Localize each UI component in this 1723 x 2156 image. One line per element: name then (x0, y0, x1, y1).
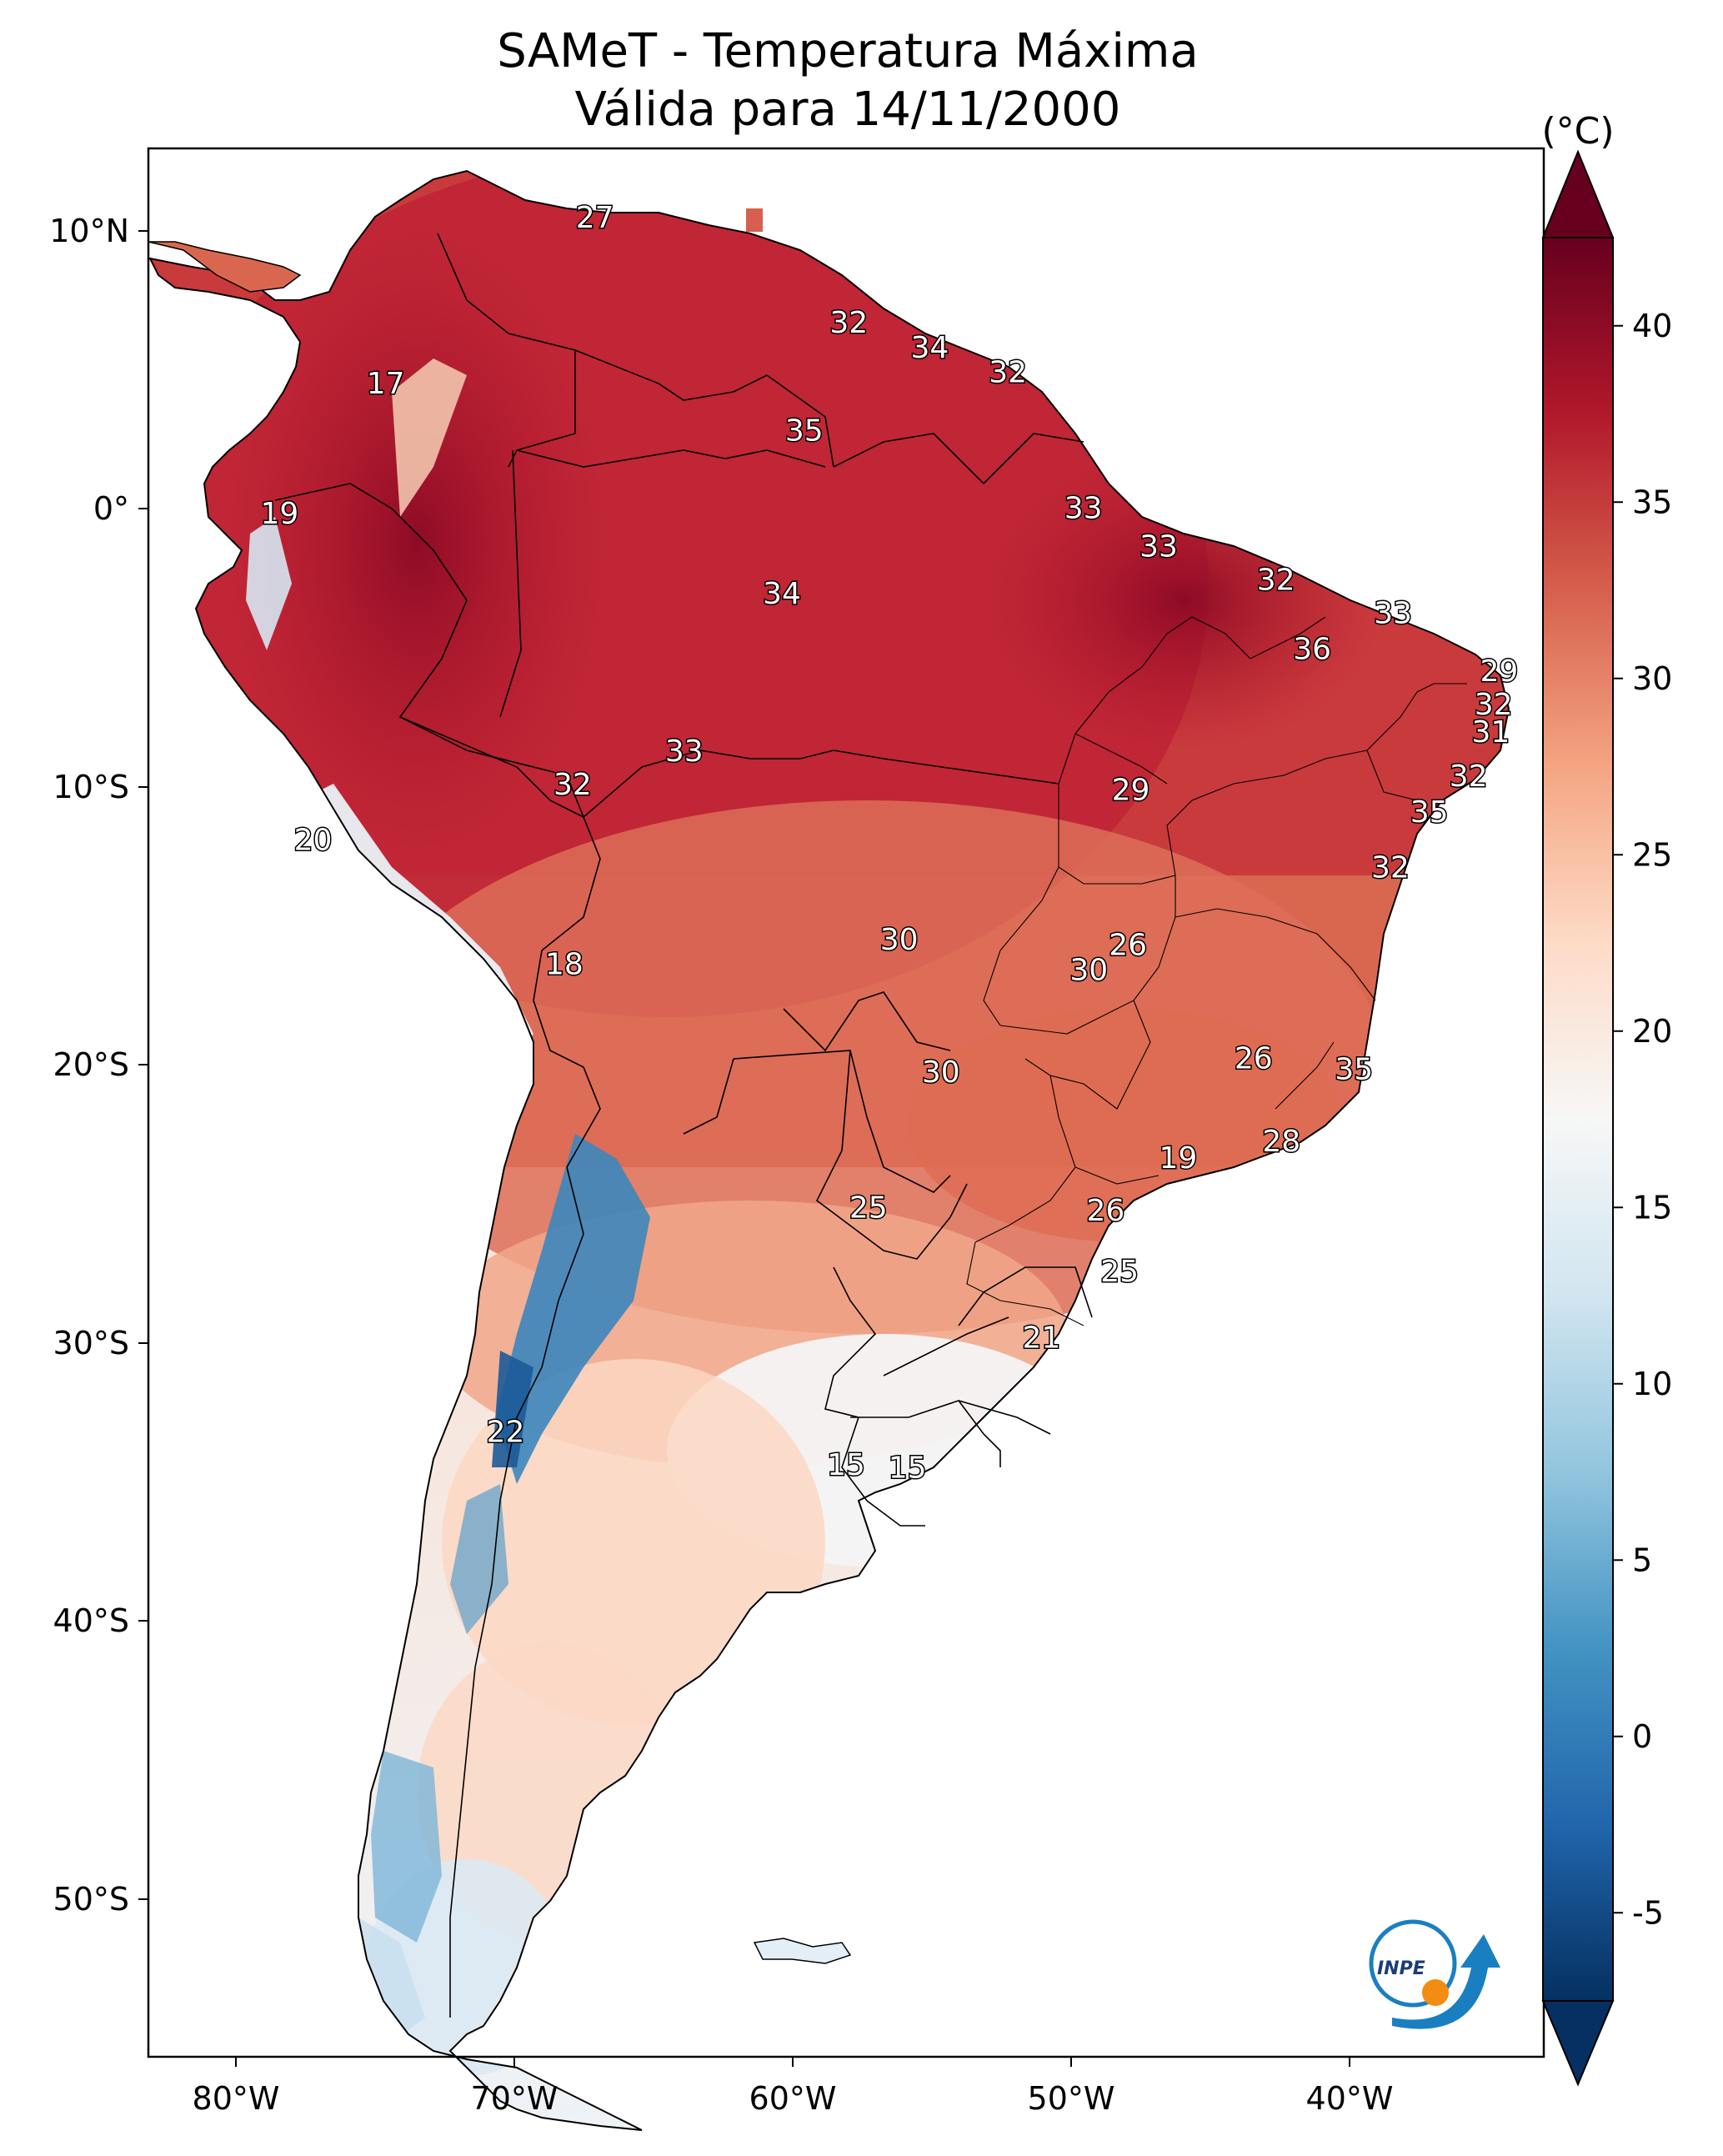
lon-label: 60°W (749, 2080, 837, 2117)
station-temp-label: 19 (260, 497, 298, 531)
lon-label: 50°W (1028, 2080, 1115, 2117)
colorbar-tick-label: 20 (1632, 1013, 1672, 1050)
colorbar-body (1542, 237, 1614, 2002)
station-temp-label: 34 (910, 331, 949, 365)
lat-label: 10°S (53, 769, 129, 805)
station-temp-label: 26 (1109, 928, 1147, 962)
colorbar-tick-label: 30 (1632, 660, 1672, 697)
inpe-logo: INPE (1369, 1919, 1500, 2029)
station-temp-label: 31 (1471, 715, 1510, 750)
station-temp-label: 34 (763, 577, 801, 611)
colorbar-tick-label: -5 (1632, 1894, 1664, 1931)
station-temp-label: 29 (1480, 654, 1518, 689)
logo-arrow-icon (1392, 1934, 1500, 2029)
station-temp-label: 30 (922, 1055, 960, 1090)
logo-text: INPE (1377, 1958, 1425, 1979)
station-temp-label: 25 (849, 1191, 888, 1226)
colorbar-ticks: 40 35 30 25 20 15 10 5 0 -5 (1613, 308, 1672, 1931)
station-temp-label: 33 (1139, 530, 1178, 564)
colorbar-top-extend (1541, 149, 1615, 238)
map-title-line2: Válida para 14/11/2000 (575, 83, 1121, 137)
lon-label: 40°W (1306, 2080, 1394, 2117)
logo-sun-icon (1422, 1979, 1449, 2006)
station-temp-label: 28 (1262, 1125, 1300, 1159)
colorbar-tick-label: 35 (1632, 484, 1672, 520)
station-temp-label: 15 (827, 1448, 865, 1482)
station-temp-label: 32 (989, 356, 1027, 390)
station-temp-label: 33 (665, 735, 704, 769)
lat-label: 0° (93, 490, 129, 527)
longitude-axis: 80°W 70°W 60°W 50°W 40°W (193, 2057, 1394, 2117)
logo-ring (1369, 1919, 1457, 2008)
station-temp-label: 35 (1410, 795, 1449, 830)
station-temp-label: 19 (1159, 1141, 1197, 1176)
latitude-axis: 10°N 0° 10°S 20°S 30°S 40°S 50°S (49, 213, 148, 1918)
station-temp-label: 30 (880, 923, 919, 957)
lat-label: 20°S (53, 1046, 129, 1083)
station-temp-label: 26 (1086, 1194, 1124, 1228)
lat-label: 30°S (53, 1325, 129, 1361)
colorbar: (°C) 40 35 30 25 20 15 10 5 0 -5 (1541, 110, 1672, 2087)
station-temp-label: 35 (785, 414, 824, 448)
country-borders (274, 233, 1093, 2018)
colorbar-tick-label: 0 (1632, 1718, 1652, 1755)
station-temp-label: 32 (1257, 564, 1295, 598)
station-temp-label: 17 (367, 367, 405, 401)
station-temp-label: 18 (545, 948, 584, 982)
station-temp-label: 33 (1374, 596, 1412, 630)
colorbar-tick-label: 25 (1632, 836, 1672, 873)
station-temp-label: 36 (1293, 632, 1331, 666)
colorbar-tick-label: 5 (1632, 1542, 1652, 1578)
station-temp-label: 32 (1371, 851, 1410, 885)
station-temp-label: 22 (487, 1415, 525, 1449)
station-temp-label: 30 (1069, 953, 1108, 987)
station-temp-label: 21 (1022, 1321, 1060, 1356)
station-temp-label: 32 (829, 306, 868, 340)
colorbar-tick-label: 15 (1632, 1189, 1672, 1226)
caribbean-coast (148, 241, 302, 293)
lon-label: 80°W (193, 2080, 280, 2117)
lat-label: 40°S (53, 1602, 129, 1639)
lat-label: 50°S (53, 1881, 129, 1918)
colorbar-units: (°C) (1541, 110, 1614, 153)
station-temp-label: 15 (889, 1451, 927, 1485)
lat-label: 10°N (49, 213, 129, 249)
station-temp-label: 32 (1475, 688, 1513, 722)
station-temp-label: 33 (1064, 491, 1103, 525)
lon-label: 70°W (471, 2080, 558, 2117)
station-temp-label: 32 (1450, 760, 1488, 794)
trinidad-island (746, 208, 763, 232)
colorbar-tick-label: 40 (1632, 308, 1672, 344)
state-borders (966, 616, 1467, 1326)
station-temp-label: 27 (576, 201, 614, 235)
falkland-islands (753, 1938, 852, 1964)
map-title-line1: SAMeT - Temperatura Máxima (497, 24, 1199, 78)
station-temp-label: 35 (1335, 1053, 1373, 1087)
station-temp-label: 20 (294, 823, 333, 857)
station-temp-label: 29 (1112, 774, 1150, 808)
station-temp-label: 32 (553, 768, 592, 802)
colorbar-tick-label: 10 (1632, 1366, 1672, 1402)
colorbar-bottom-extend (1541, 2000, 1615, 2087)
station-temp-label: 26 (1235, 1041, 1273, 1075)
station-temp-label: 25 (1100, 1255, 1139, 1289)
